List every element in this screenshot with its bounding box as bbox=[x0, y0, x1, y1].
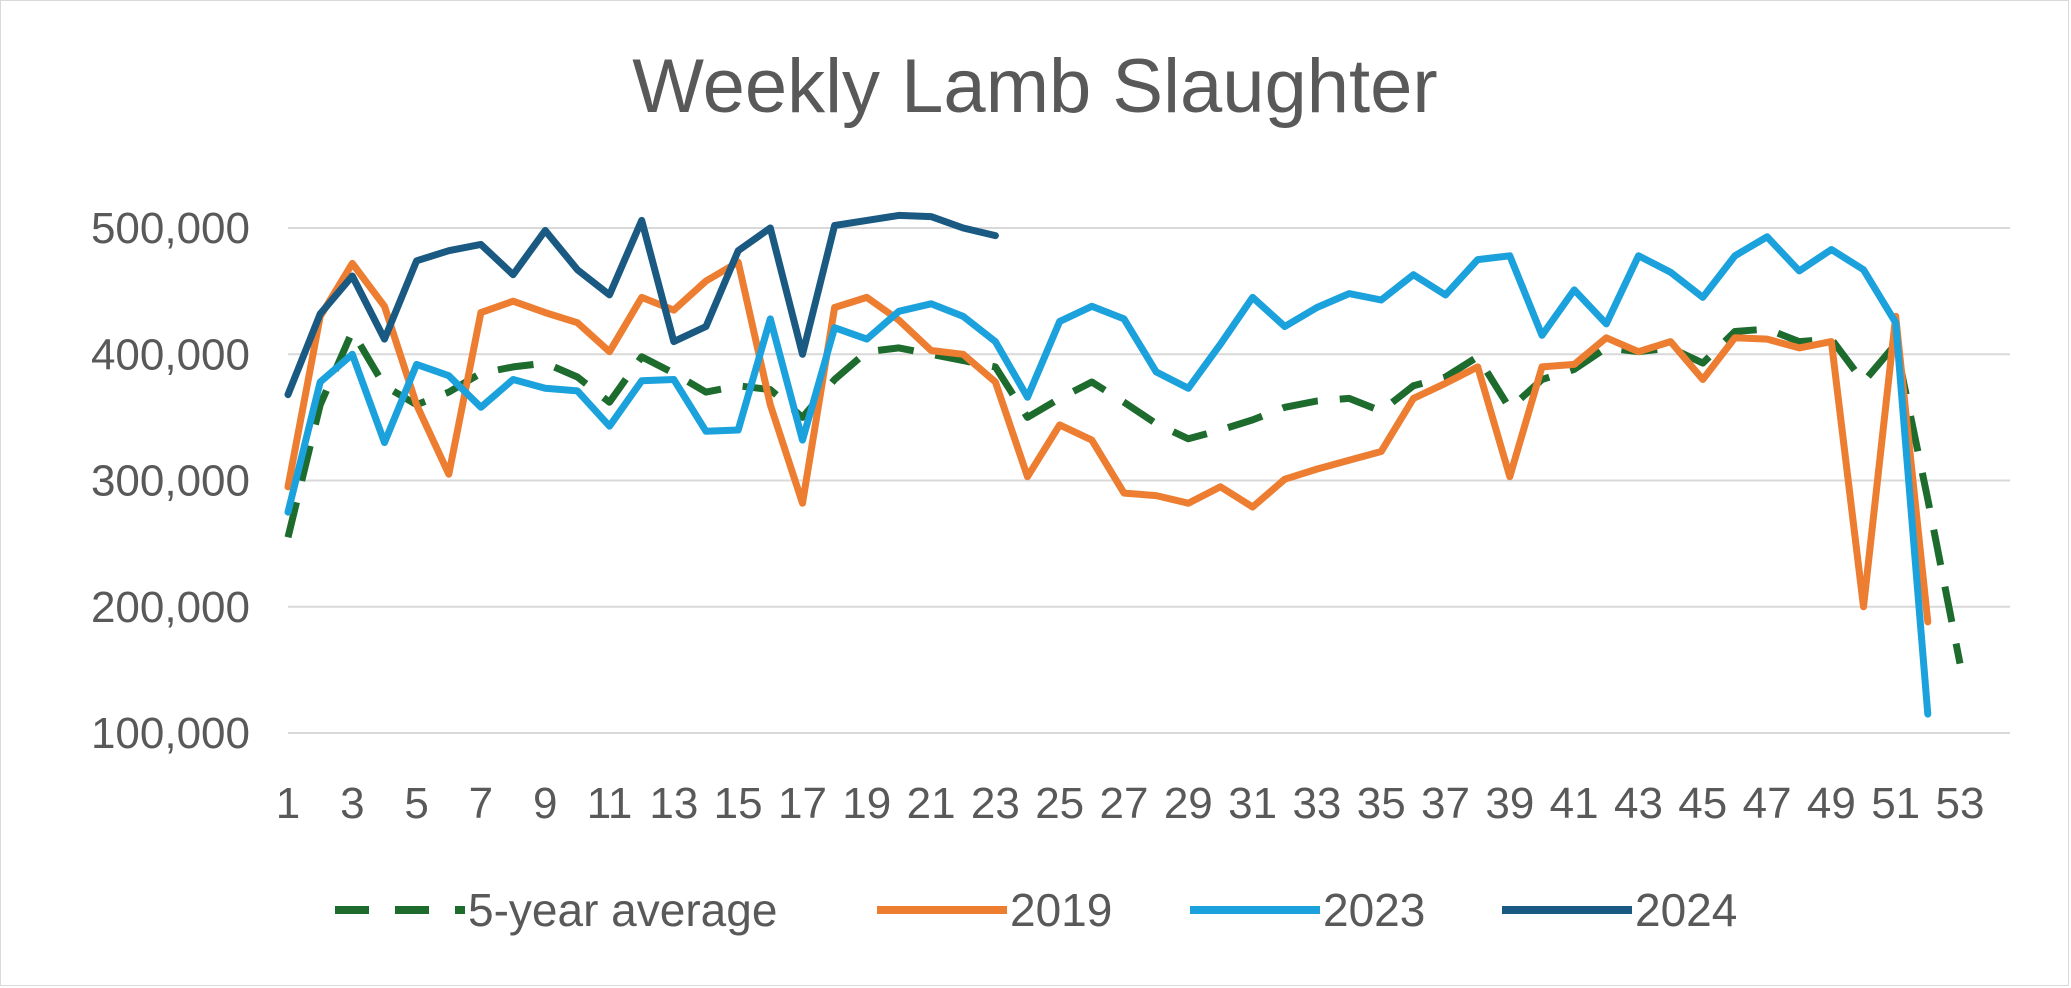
legend-label: 2024 bbox=[1635, 884, 1737, 936]
x-tick-label: 41 bbox=[1550, 779, 1599, 828]
y-tick-label: 400,000 bbox=[91, 330, 250, 379]
x-tick-label: 19 bbox=[842, 779, 891, 828]
x-tick-label: 47 bbox=[1743, 779, 1792, 828]
x-tick-label: 3 bbox=[340, 779, 364, 828]
x-tick-label: 51 bbox=[1871, 779, 1920, 828]
x-tick-label: 13 bbox=[649, 779, 698, 828]
y-axis-tick-labels: 100,000 200,000 300,000 400,000 500,000 bbox=[91, 204, 250, 758]
legend-label: 5-year average bbox=[468, 884, 777, 936]
x-tick-label: 11 bbox=[587, 779, 633, 828]
series-line-2019 bbox=[284, 258, 1932, 626]
series-line-2024 bbox=[284, 211, 999, 399]
y-tick-label: 100,000 bbox=[91, 709, 250, 758]
x-tick-label: 21 bbox=[907, 779, 956, 828]
x-tick-label: 5 bbox=[404, 779, 428, 828]
x-tick-label: 9 bbox=[533, 779, 557, 828]
series-line-2023 bbox=[284, 233, 1932, 718]
x-tick-label: 33 bbox=[1292, 779, 1341, 828]
y-tick-label: 200,000 bbox=[91, 583, 250, 632]
x-tick-label: 25 bbox=[1035, 779, 1084, 828]
x-tick-label: 17 bbox=[778, 779, 827, 828]
x-axis-tick-labels: 1 3 5 7 9 11 13 15 17 19 21 23 25 27 29 31 33 35 37 39 41 43 4… bbox=[276, 779, 1985, 828]
x-tick-label: 31 bbox=[1228, 779, 1277, 828]
x-tick-label: 43 bbox=[1614, 779, 1663, 828]
x-tick-label: 39 bbox=[1485, 779, 1534, 828]
x-tick-label: 29 bbox=[1164, 779, 1213, 828]
x-tick-label: 49 bbox=[1807, 779, 1856, 828]
series-lines bbox=[284, 211, 1964, 718]
gridlines bbox=[288, 227, 2010, 734]
x-tick-label: 53 bbox=[1936, 779, 1985, 828]
x-tick-label: 35 bbox=[1357, 779, 1406, 828]
x-tick-label: 45 bbox=[1678, 779, 1727, 828]
legend-label: 2023 bbox=[1323, 884, 1425, 936]
x-tick-label: 15 bbox=[714, 779, 763, 828]
chart-title: Weekly Lamb Slaughter bbox=[632, 44, 1437, 129]
y-tick-label: 300,000 bbox=[91, 457, 250, 506]
y-tick-label: 500,000 bbox=[91, 204, 250, 253]
x-tick-label: 1 bbox=[276, 779, 300, 828]
x-tick-label: 23 bbox=[971, 779, 1020, 828]
x-tick-label: 37 bbox=[1421, 779, 1470, 828]
x-tick-label: 7 bbox=[469, 779, 493, 828]
legend-label: 2019 bbox=[1010, 884, 1112, 936]
legend: 5-year average 2019 2023 2024 bbox=[335, 884, 1737, 936]
x-tick-label: 27 bbox=[1100, 779, 1149, 828]
